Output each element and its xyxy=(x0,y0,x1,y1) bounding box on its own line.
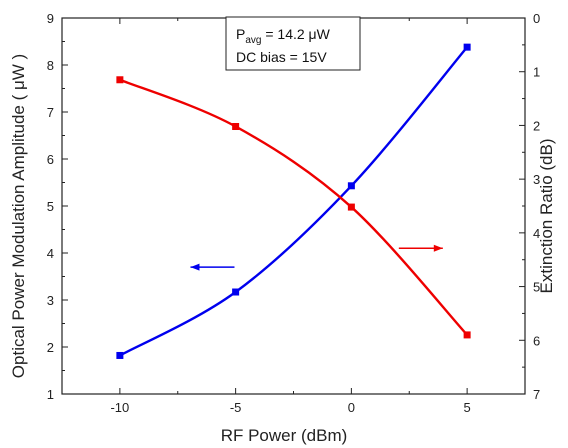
right-y-tick-label: 1 xyxy=(533,65,540,80)
right-y-tick-label: 3 xyxy=(533,172,540,187)
right-y-tick-label: 6 xyxy=(533,333,540,348)
annotation-box: Pavg = 14.2 μW DC bias = 15V xyxy=(225,16,361,71)
series-point-right xyxy=(347,203,355,211)
left-y-axis-ticks: 1 2 3 4 5 6 7 8 9 xyxy=(47,11,68,402)
right-y-tick-label: 2 xyxy=(533,118,540,133)
left-y-tick-label: 9 xyxy=(47,11,54,26)
axis-indicator-arrowhead xyxy=(433,244,443,252)
series-layer xyxy=(116,43,471,359)
left-y-tick-label: 3 xyxy=(47,293,54,308)
series-point-right xyxy=(463,331,471,339)
x-tick-label: 5 xyxy=(464,400,471,415)
x-axis-ticks: -10 -5 0 5 xyxy=(61,18,526,415)
right-y-tick-label: 4 xyxy=(533,226,540,241)
series-line-left xyxy=(119,46,469,357)
x-axis-title: RF Power (dBm) xyxy=(221,426,348,445)
series-point-left xyxy=(463,43,471,51)
left-y-axis-title: Optical Power Modulation Amplitude ( μW … xyxy=(9,54,28,378)
left-y-tick-label: 2 xyxy=(47,340,54,355)
right-y-tick-label: 5 xyxy=(533,280,540,295)
right-y-axis-title: Extinction Ratio (dB) xyxy=(537,139,556,294)
right-y-tick-label: 0 xyxy=(533,11,540,26)
plot-border xyxy=(61,17,526,395)
right-y-tick-label: 7 xyxy=(533,387,540,402)
series-point-right xyxy=(116,76,124,84)
series-point-left xyxy=(347,182,355,190)
left-y-tick-label: 6 xyxy=(47,152,54,167)
series-point-left xyxy=(232,288,240,296)
left-y-tick-label: 8 xyxy=(47,58,54,73)
x-tick-label: -10 xyxy=(110,400,129,415)
x-tick-label: -5 xyxy=(230,400,242,415)
left-y-tick-label: 4 xyxy=(47,246,54,261)
x-tick-label: 0 xyxy=(348,400,355,415)
left-y-tick-label: 7 xyxy=(47,105,54,120)
annotation-pavg: Pavg = 14.2 μW xyxy=(236,26,331,46)
left-y-tick-label: 5 xyxy=(47,199,54,214)
left-y-tick-label: 1 xyxy=(47,387,54,402)
annotation-dc-bias: DC bias = 15V xyxy=(236,49,327,65)
series-point-right xyxy=(232,123,240,131)
arrows-layer xyxy=(190,244,443,271)
series-point-left xyxy=(116,351,124,359)
axis-indicator-arrowhead xyxy=(190,263,200,271)
series-line-right xyxy=(119,78,469,336)
annotation-border xyxy=(225,16,361,71)
right-y-axis-ticks: 0 1 2 3 4 5 6 7 xyxy=(519,11,540,402)
plot-frame xyxy=(61,17,526,395)
